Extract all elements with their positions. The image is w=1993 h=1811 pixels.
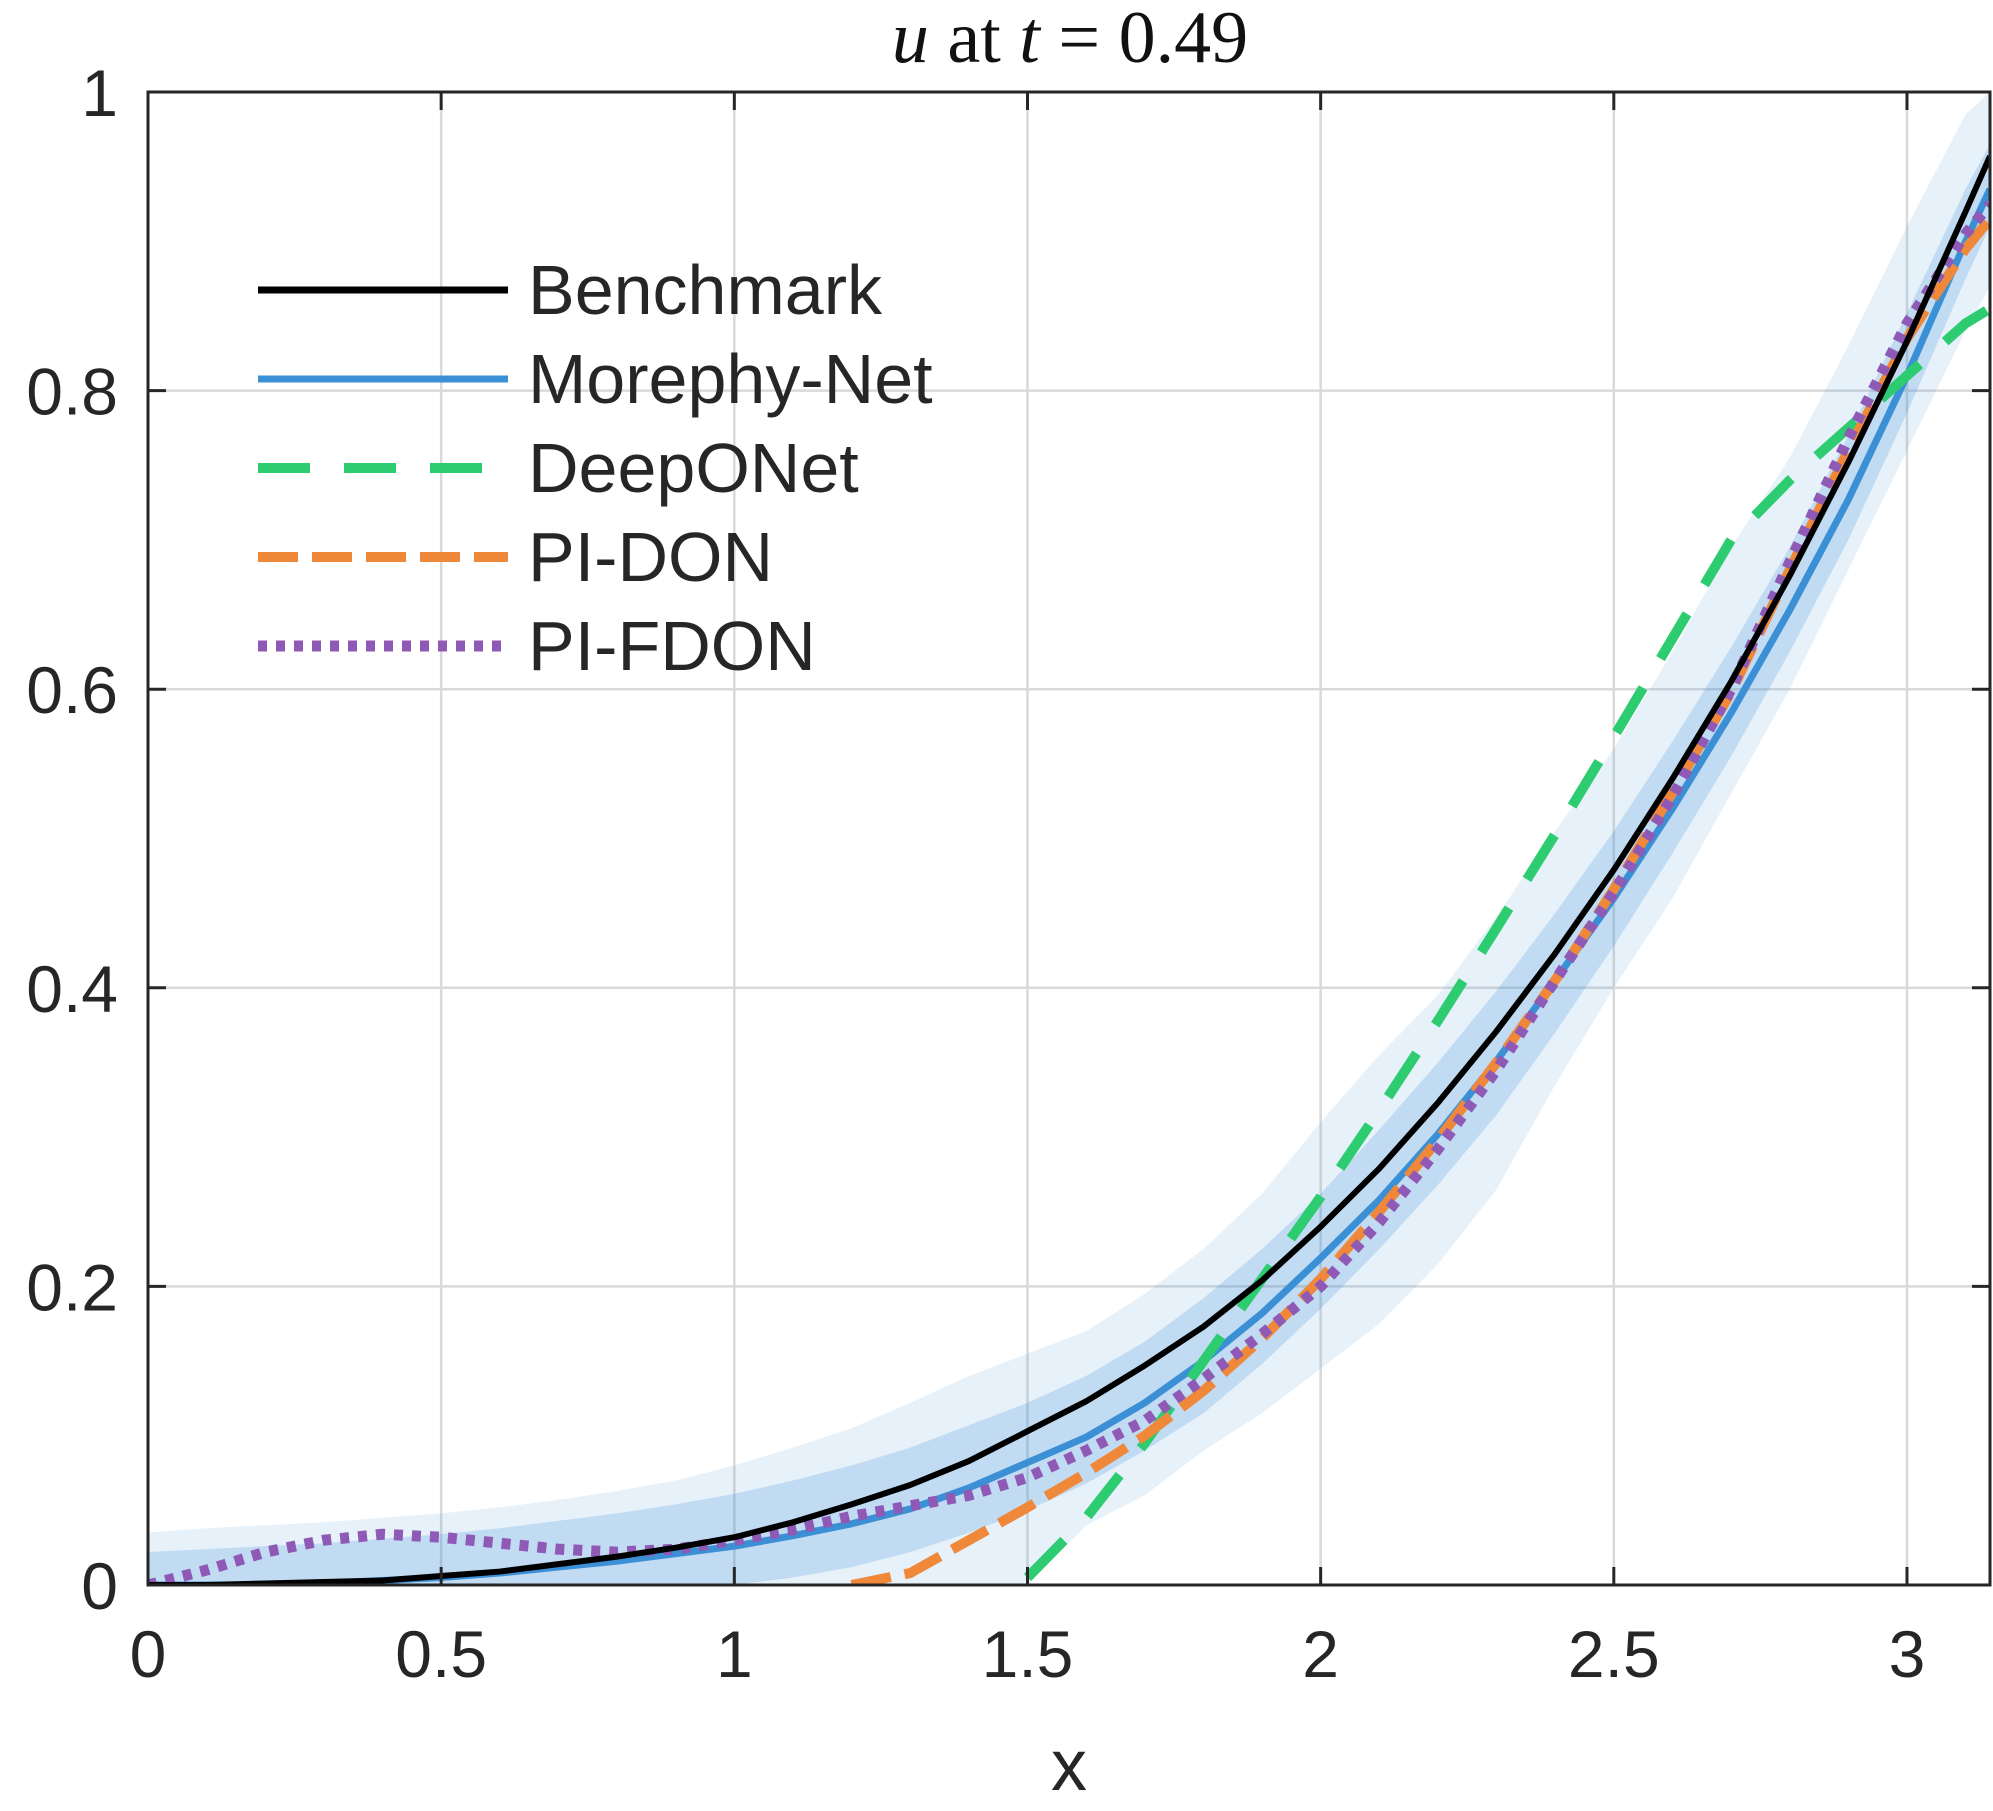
plot-area	[148, 92, 1990, 1585]
y-tick-label: 0	[81, 1549, 118, 1623]
y-tick-label: 0.8	[26, 355, 118, 429]
x-axis-label: x	[1051, 1726, 1087, 1806]
band-outer	[148, 92, 1990, 1585]
x-tick-label: 3	[1889, 1617, 1926, 1691]
y-tick-label: 0.2	[26, 1250, 118, 1324]
legend-label-benchmark: Benchmark	[528, 251, 883, 329]
legend-label-deeponet: DeepONet	[528, 429, 859, 507]
x-tick-label: 0	[130, 1617, 167, 1691]
series-line-benchmark	[148, 154, 1990, 1585]
x-tick-label: 1	[716, 1617, 753, 1691]
tick-marks	[146, 90, 1990, 1587]
x-tick-label: 1.5	[982, 1617, 1074, 1691]
band-inner	[148, 144, 1990, 1585]
y-tick-label: 0.6	[26, 653, 118, 727]
x-tick-label: 2.5	[1568, 1617, 1660, 1691]
legend: Benchmark Morephy-Net DeepONet PI-DON PI-FDO…	[258, 251, 933, 685]
tick-labels: 0 0.5 1 1.5 2 2.5 3 0 0.2 0.4 0.6 0.8 1	[26, 56, 1925, 1691]
legend-label-morephy-net: Morephy-Net	[528, 340, 933, 418]
uncertainty-bands	[148, 92, 1990, 1585]
series-line-deeponet	[1023, 304, 1990, 1582]
legend-label-pi-fdon: PI-FDON	[528, 607, 816, 685]
y-tick-label: 1	[81, 56, 118, 130]
legend-label-pi-don: PI-DON	[528, 518, 773, 596]
series-lines	[148, 154, 1990, 1585]
x-tick-label: 2	[1302, 1617, 1339, 1691]
x-tick-label: 0.5	[395, 1617, 487, 1691]
axes-box	[146, 90, 1992, 1587]
chart-title: u at t = 0.49	[892, 0, 1248, 79]
series-line-pi-don	[850, 215, 1990, 1585]
y-tick-label: 0.4	[26, 952, 118, 1026]
series-line-pi-fdon	[148, 200, 1990, 1585]
